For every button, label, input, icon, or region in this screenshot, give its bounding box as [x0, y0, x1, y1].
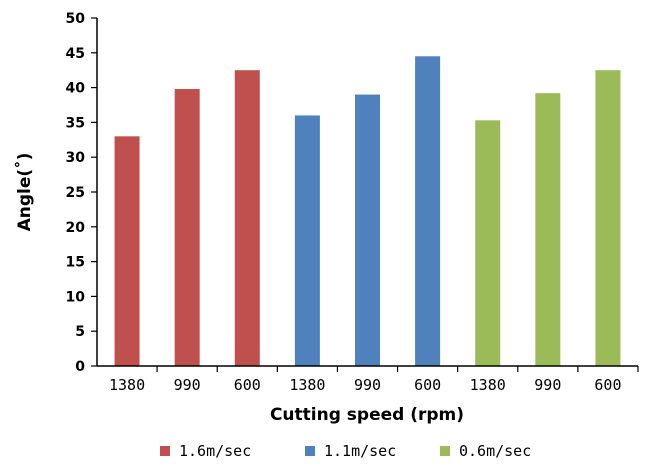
bar: [234, 70, 260, 366]
bar: [475, 120, 501, 366]
x-axis-ticks: 1380 990 600 1380 990 600 1380 990 600: [109, 366, 639, 394]
bar: [415, 56, 441, 366]
y-tick-label: 20: [66, 220, 86, 236]
bar: [535, 93, 561, 366]
legend-label: 0.6m/sec: [459, 442, 531, 460]
y-axis-title: Angle(˚): [13, 153, 35, 232]
x-tick-label: 990: [174, 376, 201, 394]
x-tick-label: 1380: [470, 376, 506, 394]
legend-swatch: [440, 446, 450, 456]
x-tick-label: 600: [234, 376, 261, 394]
legend: 1.6m/sec 1.1m/sec 0.6m/sec: [160, 442, 531, 460]
legend-label: 1.1m/sec: [324, 442, 396, 460]
y-tick-label: 10: [66, 289, 86, 305]
legend-swatch: [160, 446, 170, 456]
bar: [114, 136, 140, 366]
bar: [355, 94, 380, 366]
x-tick-label: 1380: [109, 376, 145, 394]
y-tick-label: 5: [75, 324, 85, 340]
bar: [294, 115, 320, 366]
y-axis-ticks: 0 5 10 15 20 25 30 35 40 45 50: [66, 11, 97, 375]
bar: [174, 88, 200, 366]
bars: [114, 56, 621, 366]
x-tick-label: 1380: [289, 376, 325, 394]
x-axis-title: Cutting speed (rpm): [270, 405, 464, 425]
y-tick-label: 15: [66, 255, 85, 271]
legend-swatch: [305, 446, 315, 456]
y-tick-label: 35: [66, 115, 85, 131]
legend-label: 1.6m/sec: [179, 442, 251, 460]
x-tick-label: 600: [414, 376, 441, 394]
y-tick-label: 0: [75, 359, 85, 375]
y-tick-label: 45: [66, 46, 85, 62]
y-tick-label: 30: [66, 150, 86, 166]
bar: [595, 70, 621, 366]
y-tick-label: 25: [66, 185, 85, 201]
y-tick-label: 40: [66, 81, 86, 97]
x-tick-label: 600: [594, 376, 621, 394]
y-tick-label: 50: [66, 11, 86, 27]
x-tick-label: 990: [534, 376, 561, 394]
x-tick-label: 990: [354, 376, 381, 394]
